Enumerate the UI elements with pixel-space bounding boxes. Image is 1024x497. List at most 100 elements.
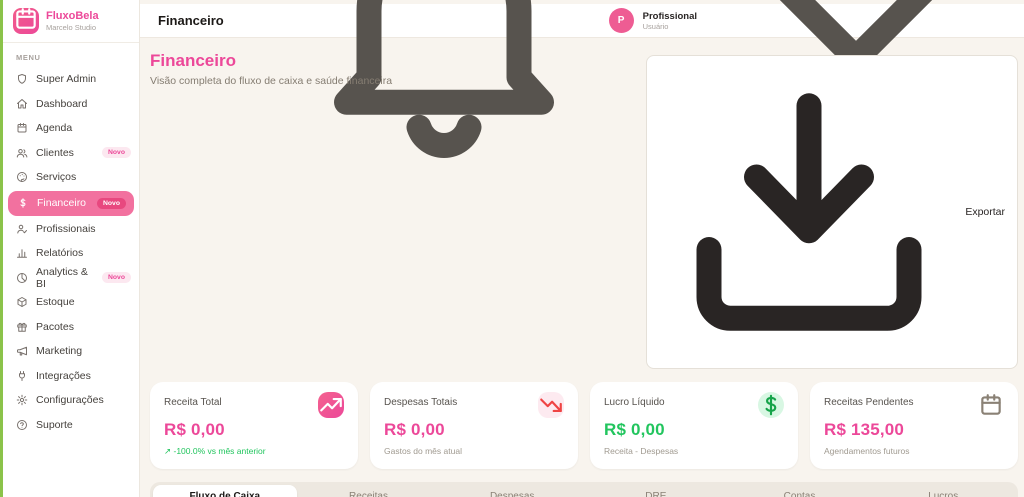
sidebar-item-suporte[interactable]: Suporte bbox=[3, 413, 139, 438]
page-content: Financeiro Visão completa do fluxo de ca… bbox=[140, 38, 1024, 497]
bar-chart-icon bbox=[16, 247, 28, 259]
tab-dre[interactable]: DRE bbox=[645, 491, 667, 497]
sidebar-item-agenda[interactable]: Agenda bbox=[3, 116, 139, 141]
sidebar-item-label: Serviços bbox=[36, 171, 77, 184]
trending-down-icon bbox=[538, 392, 564, 418]
calendar-icon bbox=[978, 392, 1004, 418]
stat-card-label: Receitas Pendentes bbox=[824, 397, 914, 408]
sidebar-item-profissionais[interactable]: Profissionais bbox=[3, 217, 139, 242]
stat-card-subtext: Gastos do mês atual bbox=[384, 446, 462, 456]
user-meta: Profissional Usuário bbox=[643, 11, 697, 31]
sidebar-item-label: Super Admin bbox=[36, 73, 97, 86]
plug-icon bbox=[16, 370, 28, 382]
page-subtitle: Visão completa do fluxo de caixa e saúde… bbox=[150, 75, 393, 87]
stat-card-top: Lucro Líquido bbox=[604, 392, 784, 418]
stat-card-top: Despesas Totais bbox=[384, 392, 564, 418]
package-icon bbox=[16, 296, 28, 308]
notifications-bell-icon[interactable] bbox=[294, 0, 594, 171]
page-header-text: Financeiro Visão completa do fluxo de ca… bbox=[150, 51, 392, 87]
pie-chart-icon bbox=[16, 272, 28, 284]
new-badge: Novo bbox=[102, 147, 131, 159]
app-logo-text: FluxoBela Marcelo Studio bbox=[46, 10, 99, 32]
tab-despesas[interactable]: Despesas bbox=[489, 491, 535, 497]
sidebar-item-relatorios[interactable]: Relatórios bbox=[3, 241, 139, 266]
sidebar-menu: Super Admin Dashboard Agenda Clientes Novo Se… bbox=[3, 67, 139, 437]
stat-card-top: Receita Total bbox=[164, 392, 344, 418]
stat-card-value: R$ 0,00 bbox=[164, 420, 225, 439]
sidebar-item-label: Relatórios bbox=[36, 247, 84, 260]
shield-icon bbox=[16, 73, 28, 85]
page-header: Financeiro Visão completa do fluxo de ca… bbox=[150, 51, 1018, 369]
stat-card-value: R$ 135,00 bbox=[824, 420, 904, 439]
topbar-title: Financeiro bbox=[158, 13, 224, 28]
users-icon bbox=[16, 147, 28, 159]
sidebar-item-servicos[interactable]: Serviços bbox=[3, 165, 139, 190]
dollar-icon bbox=[17, 197, 29, 209]
trending-up-icon bbox=[318, 392, 344, 418]
stat-card-value: R$ 0,00 bbox=[384, 420, 445, 439]
sidebar-item-pacotes[interactable]: Pacotes bbox=[3, 315, 139, 340]
user-role: Usuário bbox=[642, 21, 669, 31]
main-area: Financeiro P Profissional Usuário Financ… bbox=[140, 0, 1024, 497]
gear-icon bbox=[16, 394, 28, 406]
sidebar-item-financeiro[interactable]: Financeiro Novo bbox=[8, 190, 134, 216]
app-logo[interactable]: FluxoBela Marcelo Studio bbox=[3, 0, 139, 43]
tab-receitas[interactable]: Receitas bbox=[349, 491, 388, 497]
sidebar-item-label: Dashboard bbox=[36, 97, 88, 110]
stat-card-top: Receitas Pendentes bbox=[824, 392, 1004, 418]
calendar-icon bbox=[16, 122, 28, 134]
user-avatar[interactable]: P bbox=[608, 8, 634, 33]
stat-card-receitas-pendentes: Receitas Pendentes R$ 135,00 Agendamentos … bbox=[810, 382, 1018, 469]
app-title: FluxoBela bbox=[46, 10, 99, 22]
help-icon bbox=[16, 419, 28, 431]
stat-card-value: R$ 0,00 bbox=[604, 420, 665, 439]
calendar-logo-icon bbox=[13, 6, 39, 37]
user-name: Profissional bbox=[642, 10, 697, 22]
app-logo-icon bbox=[13, 6, 39, 37]
topbar: Financeiro P Profissional Usuário bbox=[140, 0, 1024, 158]
stat-card-subtext: Agendamentos futuros bbox=[824, 446, 910, 456]
sidebar-item-estoque[interactable]: Estoque bbox=[3, 290, 139, 315]
palette-icon bbox=[16, 171, 28, 183]
sidebar-item-label: Marketing bbox=[36, 345, 83, 358]
sidebar-item-label: Financeiro bbox=[37, 197, 87, 209]
stat-card-subtext: Receita - Despesas bbox=[604, 446, 679, 456]
stat-card-receita-total: Receita Total R$ 0,00 ↗ -100.0% vs mês ant… bbox=[150, 382, 358, 469]
export-button[interactable]: Exportar bbox=[646, 55, 1018, 369]
tab-contas[interactable]: Contas bbox=[783, 491, 816, 497]
sidebar-item-label: Agenda bbox=[36, 122, 73, 135]
new-badge: Novo bbox=[97, 197, 126, 209]
stat-card-label: Lucro Líquido bbox=[604, 397, 665, 408]
tabs-bar: Fluxo de Caixa Receitas Despesas DRE Contas L… bbox=[150, 482, 1018, 497]
sidebar-item-label: Profissionais bbox=[36, 222, 96, 235]
export-label: Exportar bbox=[965, 206, 1005, 218]
sidebar-item-label: Integrações bbox=[36, 369, 91, 382]
sidebar-item-analytics-bi[interactable]: Analytics & BI Novo bbox=[3, 266, 139, 291]
page-title: Financeiro bbox=[150, 51, 236, 70]
tab-fluxo-de-caixa[interactable]: Fluxo de Caixa bbox=[153, 485, 297, 497]
tab-lucros[interactable]: Lucros bbox=[928, 491, 959, 497]
sidebar-item-label: Pacotes bbox=[36, 320, 74, 333]
gift-icon bbox=[16, 321, 28, 333]
sidebar-item-label: Clientes bbox=[36, 146, 74, 159]
sidebar-item-integracoes[interactable]: Integrações bbox=[3, 364, 139, 389]
megaphone-icon bbox=[16, 345, 28, 357]
sidebar-item-dashboard[interactable]: Dashboard bbox=[3, 92, 139, 117]
sidebar-item-super-admin[interactable]: Super Admin bbox=[3, 67, 139, 92]
sidebar-item-label: Suporte bbox=[36, 418, 73, 431]
menu-section-label: MENU bbox=[16, 53, 41, 62]
stat-card-label: Receita Total bbox=[164, 397, 222, 408]
sidebar-item-label: Configurações bbox=[36, 394, 104, 407]
sidebar: FluxoBela Marcelo Studio MENU Super Admi… bbox=[0, 0, 140, 497]
sidebar-item-configuracoes[interactable]: Configurações bbox=[3, 388, 139, 413]
download-icon bbox=[659, 62, 959, 362]
dollar-icon bbox=[758, 392, 784, 418]
person-check-icon bbox=[16, 223, 28, 235]
new-badge: Novo bbox=[102, 272, 131, 284]
home-icon bbox=[16, 98, 28, 110]
stat-card-label: Despesas Totais bbox=[384, 397, 458, 408]
sidebar-item-marketing[interactable]: Marketing bbox=[3, 339, 139, 364]
sidebar-item-clientes[interactable]: Clientes Novo bbox=[3, 141, 139, 166]
stat-card-despesas-totais: Despesas Totais R$ 0,00 Gastos do mês atua… bbox=[370, 382, 578, 469]
